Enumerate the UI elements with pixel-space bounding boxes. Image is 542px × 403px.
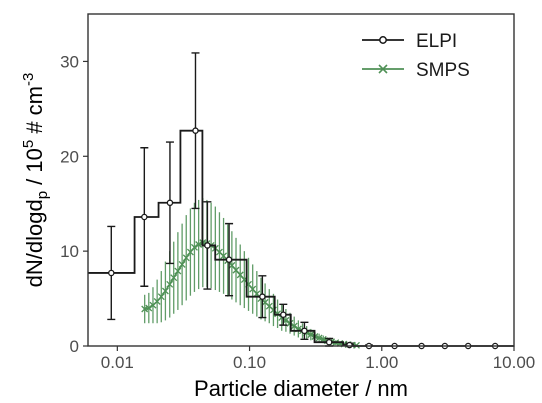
x-tick-label: 10.00 (493, 353, 536, 372)
elpi-point (141, 213, 148, 221)
smps-point (190, 243, 198, 251)
elpi-point (204, 242, 211, 249)
y-tick-label: 10 (60, 242, 79, 261)
y-axis-title-sup: 5 (20, 140, 37, 148)
elpi-point (192, 127, 199, 134)
legend: ELPI SMPS (362, 31, 470, 81)
smps-point (307, 331, 315, 339)
legend-marker-smps (378, 64, 388, 74)
elpi-point (108, 269, 115, 277)
elpi-point (225, 256, 233, 263)
smps-point (178, 260, 186, 268)
smps-point (195, 241, 203, 248)
legend-label-smps: SMPS (416, 60, 470, 81)
plot-layer (88, 52, 514, 350)
x-tick-label: 0.01 (101, 353, 134, 372)
y-axis-title-unit: # cm (22, 86, 47, 140)
elpi-point (346, 341, 353, 349)
smps-point (166, 280, 174, 288)
smps-point (145, 304, 153, 312)
smps-point (161, 287, 169, 295)
y-axis-title-main: dN/dlogd (22, 199, 47, 287)
elpi-point (166, 199, 174, 207)
legend-label-elpi: ELPI (416, 31, 457, 52)
y-tick-label: 20 (60, 147, 79, 166)
smps-point (315, 334, 323, 342)
y-axis-title: dN/dlogdp / 105 # cm-3 (20, 73, 51, 288)
y-tick-label: 0 (70, 337, 79, 356)
y-axis-title-unit-sup: -3 (20, 73, 37, 86)
smps-point (290, 322, 298, 330)
smps-point (170, 274, 178, 282)
y-tick-label: 30 (60, 52, 79, 71)
x-axis-title: Particle diameter / nm (194, 376, 408, 401)
smps-point (174, 267, 182, 275)
elpi-point (301, 327, 308, 335)
smps-series-line (144, 241, 357, 347)
y-axis-title-sub: p (34, 191, 51, 199)
elpi-point (259, 293, 266, 300)
x-tick-label: 1.00 (365, 353, 398, 372)
elpi-point (280, 311, 287, 318)
x-tick-label: 0.10 (233, 353, 266, 372)
legend-marker-elpi (379, 36, 387, 44)
smps-point (157, 293, 165, 301)
plot-border (87, 13, 515, 347)
smps-point (182, 254, 190, 262)
elpi-point (325, 338, 333, 346)
elpi-step-line (88, 129, 514, 347)
y-axis-title-mid: / 10 (22, 148, 47, 191)
axes-layer: 0.01 0.10 1.00 10.00 0 10 20 30 (60, 52, 535, 372)
